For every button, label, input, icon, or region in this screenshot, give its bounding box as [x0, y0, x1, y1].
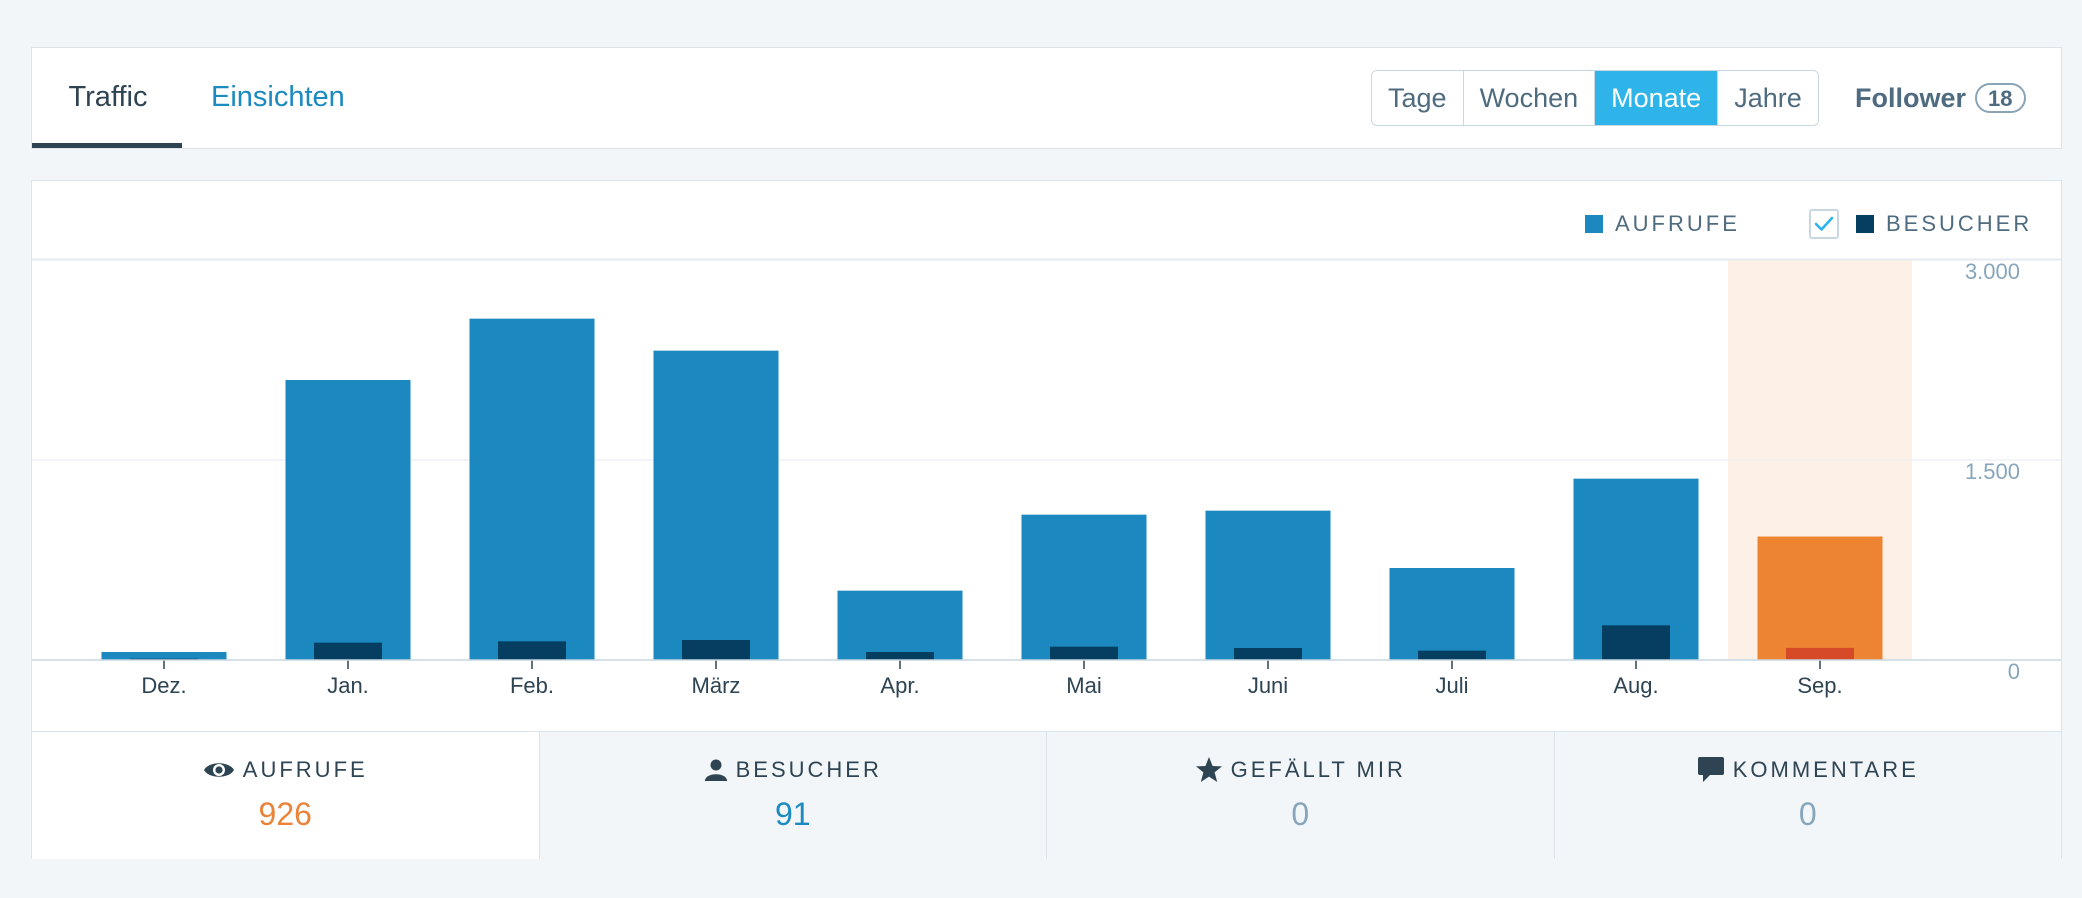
star-icon — [1195, 757, 1222, 782]
period-years-button[interactable]: Jahre — [1718, 71, 1818, 125]
tab-traffic[interactable]: Traffic — [32, 48, 182, 148]
comment-icon — [1697, 757, 1724, 782]
x-tick-label: Mai — [1066, 673, 1101, 698]
stat-likes[interactable]: GEFÄLLT MIR 0 — [1046, 732, 1554, 859]
bar-visitors — [314, 642, 382, 660]
bar-views — [1205, 510, 1331, 660]
stats-header: Traffic Einsichten Tage Wochen Monate Ja… — [31, 47, 2062, 149]
stat-visitors-label: BESUCHER — [735, 757, 882, 782]
user-icon — [704, 759, 727, 781]
bar-views — [285, 380, 411, 660]
x-tick-label: Juni — [1248, 673, 1288, 698]
stats-summary: AUFRUFE 926 BESUCHER 91 GEFÄLLT MIR 0 — [32, 731, 2061, 859]
legend-views-label: AUFRUFE — [1615, 211, 1740, 236]
traffic-chart-panel: Dez. Jan. Feb. März Apr. Mai Juni Juli Aug. Sep. 3… — [31, 180, 2062, 859]
stat-views-value: 926 — [258, 796, 312, 832]
stat-comments-label: KOMMENTARE — [1732, 757, 1919, 782]
bar-visitors — [498, 641, 566, 660]
x-tick-label: Juli — [1435, 673, 1468, 698]
bar-visitors — [1602, 625, 1670, 660]
legend-visitors: BESUCHER — [1809, 209, 2032, 239]
bar-visitors — [1050, 646, 1118, 660]
y-tick-label: 3.000 — [1965, 259, 2020, 284]
x-tick-label: Feb. — [510, 673, 554, 698]
y-tick-label: 0 — [2008, 659, 2020, 684]
follower-count-badge: 18 — [1975, 83, 2026, 113]
checkmark-icon — [1814, 216, 1834, 231]
legend-visitors-swatch — [1856, 215, 1874, 233]
bar-views — [469, 318, 595, 660]
stat-comments[interactable]: KOMMENTARE 0 — [1553, 732, 2061, 859]
period-weeks-button[interactable]: Wochen — [1463, 71, 1596, 125]
traffic-bar-chart: Dez. Jan. Feb. März Apr. Mai Juni Juli Aug. Sep. 3… — [32, 258, 2061, 698]
bar-views — [1757, 536, 1883, 660]
legend-visitors-checkbox[interactable] — [1809, 209, 1839, 239]
bar-views — [653, 350, 779, 660]
bar-visitors — [866, 652, 934, 660]
stat-likes-label: GEFÄLLT MIR — [1230, 757, 1406, 782]
legend-visitors-label: BESUCHER — [1886, 211, 2033, 236]
bar-views — [101, 652, 227, 660]
bar-visitors — [1418, 650, 1486, 660]
tab-insights[interactable]: Einsichten — [211, 81, 345, 113]
bar-visitors — [1786, 647, 1854, 660]
x-tick-label: Aug. — [1613, 673, 1658, 698]
legend-views: AUFRUFE — [1585, 209, 1740, 239]
x-tick-label: Apr. — [880, 673, 919, 698]
bar-visitors — [1234, 648, 1302, 660]
legend-views-swatch — [1585, 215, 1603, 233]
x-tick-label: März — [692, 673, 741, 698]
stat-likes-value: 0 — [1291, 796, 1310, 832]
period-days-button[interactable]: Tage — [1372, 71, 1464, 125]
bar-views — [1021, 514, 1147, 660]
stat-views[interactable]: AUFRUFE 926 — [32, 732, 539, 859]
y-tick-label: 1.500 — [1965, 459, 2020, 484]
period-selector: Tage Wochen Monate Jahre — [1371, 70, 1819, 126]
stat-views-label: AUFRUFE — [242, 757, 368, 782]
period-months-button[interactable]: Monate — [1595, 71, 1719, 125]
stat-comments-value: 0 — [1798, 796, 1817, 832]
stat-visitors-value: 91 — [774, 796, 811, 832]
x-tick-label: Sep. — [1797, 673, 1842, 698]
follower-link[interactable]: Follower 18 — [1855, 70, 2026, 126]
x-tick-label: Dez. — [141, 673, 186, 698]
stat-visitors[interactable]: BESUCHER 91 — [538, 732, 1046, 859]
bar-views — [837, 590, 963, 660]
bar-visitors — [682, 640, 750, 660]
eye-icon — [203, 763, 234, 777]
x-tick-label: Jan. — [327, 673, 369, 698]
bar-views — [1389, 568, 1515, 660]
follower-label: Follower — [1855, 83, 1967, 113]
